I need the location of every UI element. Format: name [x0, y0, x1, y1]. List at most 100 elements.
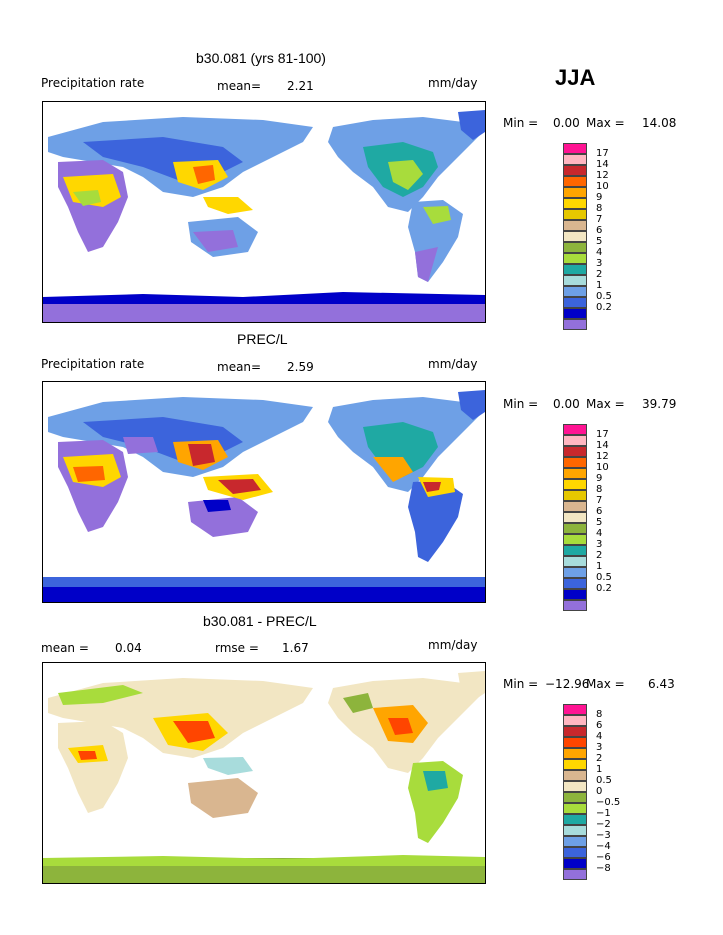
colorbar-swatch: [563, 143, 587, 154]
panel3-title: b30.081 - PREC/L: [203, 613, 317, 629]
colorbar-swatch: [563, 704, 587, 715]
colorbar-tick-label: 3: [596, 742, 603, 753]
panel2-max-label: Max =: [586, 397, 625, 411]
colorbar-tick-label: 1: [596, 280, 603, 291]
colorbar-tick-label: 8: [596, 203, 603, 214]
panel1-mean-value: 2.21: [287, 79, 314, 93]
colorbar-tick-label: 4: [596, 528, 603, 539]
colorbar-tick-label: 0: [596, 786, 603, 797]
colorbar-swatch: [563, 319, 587, 330]
colorbar-tick-label: −4: [596, 841, 611, 852]
panel2-variable-label: Precipitation rate: [41, 357, 145, 371]
colorbar-swatch: [563, 264, 587, 275]
colorbar-swatch: [563, 748, 587, 759]
panel1-max-value: 14.08: [642, 116, 677, 130]
colorbar-swatch: [563, 297, 587, 308]
panel1-colorbar: [563, 143, 587, 330]
colorbar-tick-label: 2: [596, 550, 603, 561]
colorbar-tick-label: 10: [596, 462, 609, 473]
panel2-min-value: 0.00: [553, 397, 580, 411]
colorbar-swatch: [563, 759, 587, 770]
colorbar-tick-label: 2: [596, 269, 603, 280]
colorbar-swatch: [563, 523, 587, 534]
colorbar-swatch: [563, 457, 587, 468]
colorbar-tick-label: 7: [596, 214, 603, 225]
colorbar-swatch: [563, 792, 587, 803]
colorbar-tick-label: 6: [596, 506, 603, 517]
colorbar-tick-label: 8: [596, 484, 603, 495]
colorbar-swatch: [563, 556, 587, 567]
panel3-min-value: −12.96: [545, 677, 590, 691]
panel1-units: mm/day: [428, 76, 478, 90]
panel3-colorbar: [563, 704, 587, 880]
panel3-units: mm/day: [428, 638, 478, 652]
colorbar-swatch: [563, 231, 587, 242]
colorbar-swatch: [563, 479, 587, 490]
colorbar-swatch: [563, 275, 587, 286]
colorbar-swatch: [563, 154, 587, 165]
colorbar-swatch: [563, 512, 587, 523]
colorbar-tick-label: −3: [596, 830, 611, 841]
colorbar-tick-label: 6: [596, 225, 603, 236]
colorbar-tick-label: 17: [596, 429, 609, 440]
colorbar-tick-label: 5: [596, 517, 603, 528]
colorbar-swatch: [563, 737, 587, 748]
colorbar-tick-label: 6: [596, 720, 603, 731]
colorbar-swatch: [563, 308, 587, 319]
colorbar-tick-label: 8: [596, 709, 603, 720]
colorbar-tick-label: 2: [596, 753, 603, 764]
colorbar-swatch: [563, 220, 587, 231]
colorbar-swatch: [563, 424, 587, 435]
colorbar-swatch: [563, 770, 587, 781]
panel3-rmse-label: rmse =: [215, 641, 259, 655]
panel3-max-label: Max =: [586, 677, 625, 691]
colorbar-swatch: [563, 715, 587, 726]
colorbar-tick-label: 0.5: [596, 572, 612, 583]
colorbar-swatch: [563, 286, 587, 297]
colorbar-swatch: [563, 435, 587, 446]
colorbar-swatch: [563, 545, 587, 556]
panel3-rmse-value: 1.67: [282, 641, 309, 655]
colorbar-swatch: [563, 858, 587, 869]
colorbar-tick-label: 3: [596, 539, 603, 550]
colorbar-tick-label: 14: [596, 159, 609, 170]
panel2-map: [42, 381, 486, 603]
colorbar-swatch: [563, 803, 587, 814]
colorbar-swatch: [563, 490, 587, 501]
panel3-map-canvas: [43, 671, 485, 883]
panel2-max-value: 39.79: [642, 397, 677, 411]
panel2-map-canvas: [43, 390, 485, 602]
colorbar-tick-label: 4: [596, 247, 603, 258]
colorbar-tick-label: 12: [596, 451, 609, 462]
colorbar-tick-label: −1: [596, 808, 611, 819]
colorbar-tick-label: 0.5: [596, 775, 612, 786]
colorbar-swatch: [563, 187, 587, 198]
panel3-min-label: Min =: [503, 677, 539, 691]
colorbar-tick-label: 17: [596, 148, 609, 159]
colorbar-swatch: [563, 176, 587, 187]
colorbar-swatch: [563, 242, 587, 253]
panel1-max-label: Max =: [586, 116, 625, 130]
colorbar-tick-label: −6: [596, 852, 611, 863]
colorbar-swatch: [563, 468, 587, 479]
colorbar-swatch: [563, 836, 587, 847]
panel1-mean-label: mean=: [217, 79, 262, 93]
colorbar-tick-label: 0.2: [596, 302, 612, 313]
colorbar-tick-label: 5: [596, 236, 603, 247]
panel2-units: mm/day: [428, 357, 478, 371]
colorbar-swatch: [563, 209, 587, 220]
colorbar-tick-label: 14: [596, 440, 609, 451]
panel3-map: [42, 662, 486, 884]
colorbar-swatch: [563, 726, 587, 737]
colorbar-swatch: [563, 847, 587, 858]
colorbar-swatch: [563, 578, 587, 589]
panel2-mean-value: 2.59: [287, 360, 314, 374]
panel1-map-canvas: [43, 110, 485, 322]
colorbar-tick-label: 7: [596, 495, 603, 506]
colorbar-swatch: [563, 589, 587, 600]
colorbar-tick-label: −0.5: [596, 797, 621, 808]
panel2-title: PREC/L: [237, 331, 288, 347]
colorbar-swatch: [563, 567, 587, 578]
panel1-title: b30.081 (yrs 81-100): [196, 50, 326, 66]
panel1-map: [42, 101, 486, 323]
